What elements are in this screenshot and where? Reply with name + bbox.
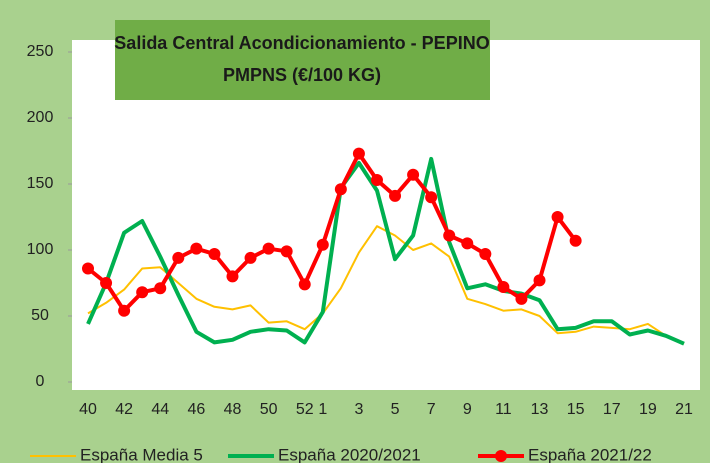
x-tick-label: 19	[639, 401, 657, 418]
point	[352, 147, 365, 160]
x-tick-label: 9	[463, 401, 472, 418]
y-tick-label: 100	[27, 241, 54, 258]
x-tick-label: 50	[260, 401, 278, 418]
x-tick-label: 17	[603, 401, 621, 418]
x-tick-label: 1	[318, 401, 327, 418]
legend-label: España 2021/22	[528, 445, 652, 463]
x-tick-label: 3	[354, 401, 363, 418]
point	[533, 274, 546, 287]
point	[208, 247, 221, 260]
point	[515, 292, 528, 305]
x-tick-label: 21	[675, 401, 693, 418]
x-tick-label: 13	[531, 401, 549, 418]
x-tick-label: 15	[567, 401, 585, 418]
series-line	[86, 156, 685, 346]
x-tick-label: 48	[224, 401, 242, 418]
point	[280, 245, 293, 258]
point	[569, 234, 582, 247]
x-tick-label: 7	[427, 401, 436, 418]
point	[370, 174, 383, 187]
title-box	[115, 20, 490, 100]
point	[100, 277, 113, 289]
point	[551, 211, 564, 223]
chart-subtitle: PMPNS (€/100 KG)	[223, 65, 381, 85]
point	[190, 242, 203, 255]
point	[479, 247, 492, 260]
y-tick-label: 50	[31, 307, 49, 324]
y-tick-label: 250	[27, 43, 54, 60]
point	[136, 286, 149, 299]
x-tick-label: 40	[79, 401, 97, 418]
legend-marker	[495, 450, 507, 462]
point	[172, 251, 185, 264]
y-tick-label: 150	[27, 175, 54, 192]
x-tick-label: 46	[187, 401, 205, 418]
chart-title: Salida Central Acondicionamiento - PEPIN…	[114, 33, 489, 53]
x-tick-label: 52	[296, 401, 314, 418]
point	[407, 168, 420, 181]
y-tick-label: 200	[27, 109, 54, 126]
x-tick-label: 42	[115, 401, 133, 418]
x-tick-label: 11	[495, 401, 512, 418]
point	[118, 304, 131, 317]
point	[82, 262, 94, 275]
legend-label: España Media 5	[80, 445, 203, 463]
point	[389, 189, 402, 202]
point	[334, 183, 347, 196]
point	[316, 238, 329, 251]
point	[226, 270, 239, 283]
y-tick-label: 0	[36, 373, 45, 390]
point	[262, 242, 275, 255]
point	[298, 278, 311, 291]
point	[497, 280, 510, 293]
point	[443, 229, 456, 242]
series-line	[86, 151, 578, 313]
point	[461, 237, 474, 250]
point	[244, 251, 257, 264]
point	[154, 282, 167, 295]
x-tick-label: 44	[151, 401, 169, 418]
point	[425, 191, 438, 204]
x-tick-label: 5	[391, 401, 400, 418]
legend-label: España 2020/2021	[278, 445, 421, 463]
